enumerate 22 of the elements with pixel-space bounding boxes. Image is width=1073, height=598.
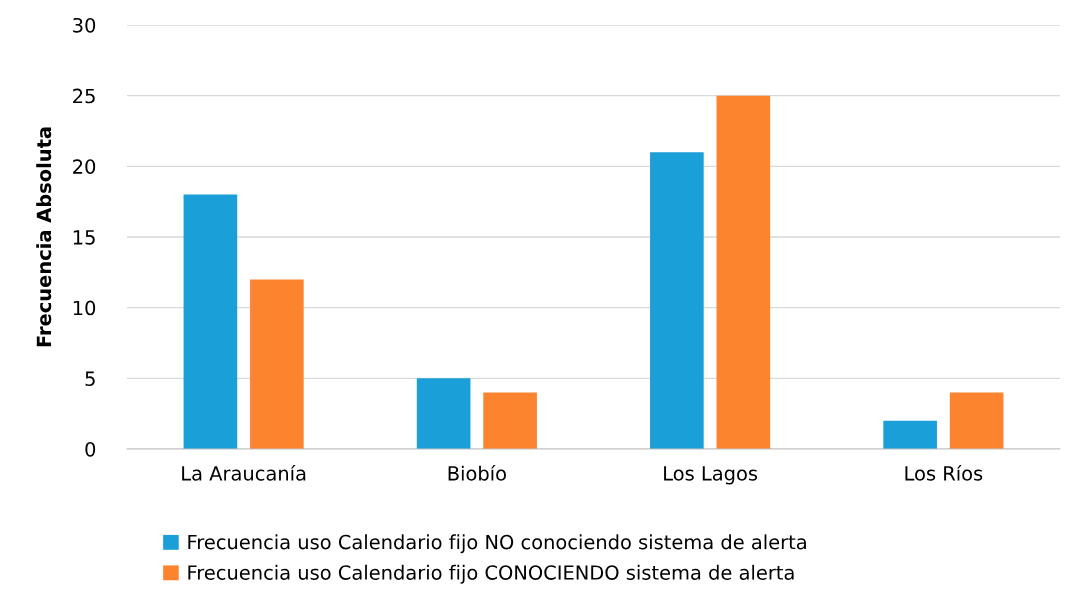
y-tick-label: 20 [73,159,96,174]
bar [716,95,771,449]
y-tick-label: 0 [85,441,96,457]
bar [416,378,471,449]
bar [883,420,937,449]
y-tick-label: 15 [73,230,95,245]
y-tick-label: 30 [73,17,96,33]
y-tick-label: 5 [85,371,95,386]
bar [250,279,304,449]
x-tick-label: Los Ríos [905,464,983,481]
bar [483,392,537,449]
x-tick-label: La Araucanía [182,464,306,481]
legend-label: Frecuencia uso Calendario fijo CONOCIENDO sistema de alerta [188,564,794,584]
y-tick-label: 25 [73,88,95,104]
bar [650,152,704,449]
bar [183,194,238,449]
legend-label: Frecuencia uso Calendario fijo NO conociendo sistema de alerta [188,534,806,554]
y-axis-title: Frecuencia Absoluta [36,127,52,347]
x-tick-label: Biobío [448,464,506,481]
x-tick-label: Los Lagos [664,466,758,485]
bar [949,392,1004,449]
y-tick-label: 10 [73,300,96,316]
